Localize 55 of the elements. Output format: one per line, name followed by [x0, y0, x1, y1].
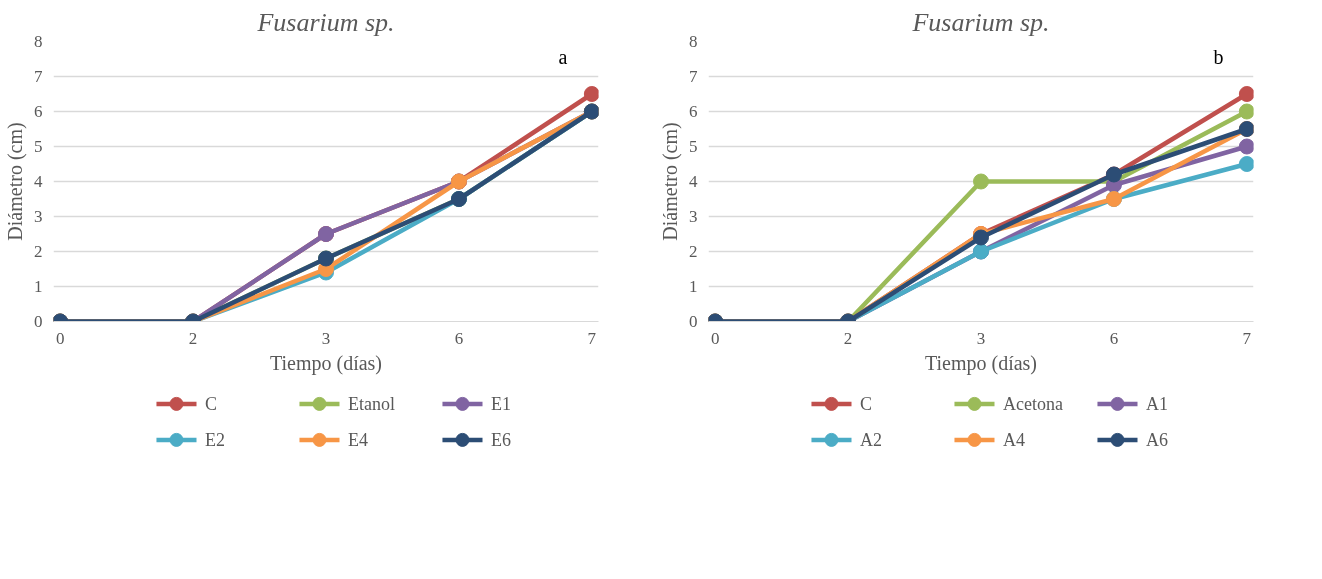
y-tick-label: 8 [34, 32, 43, 51]
chart-title: Fusarium sp. [911, 7, 1050, 37]
x-tick-label: 7 [1242, 328, 1252, 348]
y-tick-label: 3 [34, 207, 43, 226]
legend-label: C [860, 393, 873, 414]
x-axis-title: Tiempo (días) [924, 351, 1038, 375]
legend-label: E6 [491, 429, 512, 450]
x-tick-label: 3 [976, 328, 986, 348]
y-tick-label: 4 [689, 172, 698, 191]
x-tick-label: 0 [710, 328, 720, 348]
x-axis-title: Tiempo (días) [269, 351, 383, 375]
y-tick-label: 7 [689, 67, 698, 86]
y-tick-label: 4 [34, 172, 43, 191]
x-tick-label: 2 [843, 328, 853, 348]
y-tick-label: 1 [689, 277, 698, 296]
y-tick-label: 0 [689, 312, 698, 331]
point [1238, 86, 1254, 102]
legend-label: A2 [860, 429, 883, 450]
point [1238, 103, 1254, 120]
legend-label: E2 [205, 429, 226, 450]
y-axis-title: Diámetro (cm) [659, 122, 682, 241]
y-tick-label: 2 [689, 242, 698, 261]
y-tick-label: 3 [689, 207, 698, 226]
point [583, 86, 599, 102]
point [1238, 138, 1254, 155]
chart-title: Fusarium sp. [256, 7, 395, 37]
y-tick-label: 2 [34, 242, 43, 261]
x-tick-label: 7 [587, 328, 597, 348]
y-tick-label: 0 [34, 312, 43, 331]
y-axis-title: Diámetro (cm) [4, 122, 27, 241]
legend-label: A4 [1003, 429, 1026, 450]
y-tick-label: 6 [689, 102, 698, 121]
y-tick-label: 5 [34, 137, 43, 156]
point [973, 173, 989, 190]
annotation: a [558, 45, 568, 68]
y-tick-label: 5 [689, 137, 698, 156]
legend-label: A6 [1146, 429, 1169, 450]
legend-label: Acetona [1003, 393, 1064, 414]
x-tick-label: 6 [1109, 328, 1119, 348]
x-tick-label: 6 [454, 328, 464, 348]
x-tick-label: 3 [321, 328, 331, 348]
annotation: b [1213, 45, 1224, 68]
legend-label: Etanol [348, 393, 396, 414]
legend-label: C [205, 393, 218, 414]
y-tick-label: 7 [34, 67, 43, 86]
point [1238, 156, 1254, 172]
x-tick-label: 2 [188, 328, 198, 348]
y-tick-label: 6 [34, 102, 43, 121]
y-tick-label: 8 [689, 32, 698, 51]
x-tick-label: 0 [55, 328, 65, 348]
legend-label: E4 [348, 429, 369, 450]
y-tick-label: 1 [34, 277, 43, 296]
legend-label: A1 [1146, 393, 1169, 414]
legend-label: E1 [491, 393, 512, 414]
point [973, 229, 989, 246]
